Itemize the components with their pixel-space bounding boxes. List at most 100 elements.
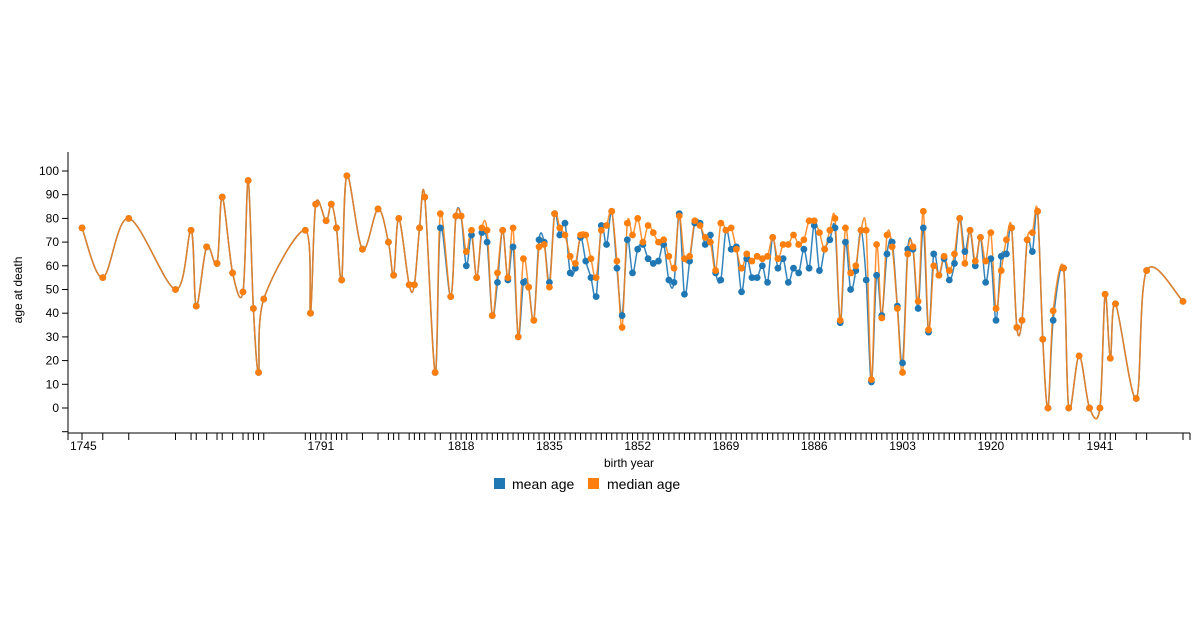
point-mean-age[interactable] — [862, 276, 870, 284]
point-median-age[interactable] — [1028, 229, 1036, 237]
point-median-age[interactable] — [546, 283, 553, 291]
point-mean-age[interactable] — [509, 243, 517, 251]
point-median-age[interactable] — [582, 231, 590, 239]
point-mean-age[interactable] — [961, 248, 969, 255]
point-mean-age[interactable] — [774, 264, 782, 272]
point-mean-age[interactable] — [644, 255, 652, 263]
point-median-age[interactable] — [784, 241, 792, 248]
legend-item-median-age[interactable]: median age — [588, 476, 680, 492]
point-median-age[interactable] — [478, 224, 486, 232]
point-mean-age[interactable] — [582, 257, 590, 265]
point-median-age[interactable] — [608, 207, 616, 215]
point-mean-age[interactable] — [665, 276, 673, 284]
point-median-age[interactable] — [816, 229, 823, 237]
point-mean-age[interactable] — [753, 274, 761, 282]
point-median-age[interactable] — [327, 200, 335, 208]
point-median-age[interactable] — [805, 217, 813, 225]
point-median-age[interactable] — [945, 267, 953, 274]
point-mean-age[interactable] — [842, 238, 849, 246]
point-mean-age[interactable] — [649, 260, 657, 267]
point-median-age[interactable] — [810, 217, 818, 225]
point-mean-age[interactable] — [743, 255, 751, 263]
point-median-age[interactable] — [255, 369, 262, 376]
point-mean-age[interactable] — [748, 274, 756, 282]
point-median-age[interactable] — [951, 250, 958, 258]
point-median-age[interactable] — [312, 200, 320, 208]
point-mean-age[interactable] — [571, 264, 579, 272]
point-median-age[interactable] — [665, 252, 673, 260]
point-median-age[interactable] — [826, 226, 834, 234]
point-mean-age[interactable] — [904, 245, 912, 253]
point-median-age[interactable] — [301, 226, 309, 234]
point-median-age[interactable] — [842, 224, 849, 232]
point-mean-age[interactable] — [873, 271, 880, 279]
point-median-age[interactable] — [774, 255, 782, 263]
point-mean-age[interactable] — [727, 245, 735, 253]
point-median-age[interactable] — [1049, 307, 1057, 315]
point-mean-age[interactable] — [997, 252, 1005, 260]
point-median-age[interactable] — [504, 274, 512, 282]
point-median-age[interactable] — [982, 257, 990, 265]
point-median-age[interactable] — [914, 297, 922, 305]
point-median-age[interactable] — [359, 245, 366, 253]
point-median-age[interactable] — [520, 255, 527, 263]
point-median-age[interactable] — [307, 309, 314, 317]
point-median-age[interactable] — [187, 226, 195, 234]
point-median-age[interactable] — [670, 264, 678, 272]
point-median-age[interactable] — [639, 238, 647, 246]
point-median-age[interactable] — [1003, 236, 1010, 244]
point-median-age[interactable] — [634, 215, 642, 222]
point-median-age[interactable] — [738, 264, 745, 272]
point-median-age[interactable] — [603, 222, 610, 229]
point-median-age[interactable] — [722, 226, 730, 234]
point-median-age[interactable] — [655, 238, 662, 246]
point-median-age[interactable] — [499, 226, 507, 234]
point-median-age[interactable] — [566, 252, 574, 260]
point-median-age[interactable] — [260, 295, 268, 303]
point-mean-age[interactable] — [468, 231, 475, 239]
point-median-age[interactable] — [1086, 404, 1093, 412]
point-mean-age[interactable] — [1028, 248, 1036, 255]
point-mean-age[interactable] — [914, 305, 922, 312]
point-median-age[interactable] — [717, 219, 725, 227]
point-median-age[interactable] — [540, 241, 548, 248]
point-mean-age[interactable] — [810, 222, 818, 229]
point-median-age[interactable] — [1023, 236, 1031, 244]
point-median-age[interactable] — [192, 302, 200, 310]
point-median-age[interactable] — [218, 193, 226, 201]
point-median-age[interactable] — [831, 215, 839, 222]
point-median-age[interactable] — [1008, 224, 1016, 232]
point-mean-age[interactable] — [556, 231, 564, 239]
point-median-age[interactable] — [712, 267, 719, 274]
point-median-age[interactable] — [888, 243, 896, 251]
point-mean-age[interactable] — [686, 257, 694, 265]
point-median-age[interactable] — [893, 305, 901, 312]
point-median-age[interactable] — [1044, 404, 1052, 412]
point-mean-age[interactable] — [436, 224, 444, 232]
point-median-age[interactable] — [691, 217, 699, 225]
legend-item-mean-age[interactable]: mean age — [494, 476, 574, 492]
point-median-age[interactable] — [675, 212, 683, 220]
point-mean-age[interactable] — [655, 257, 662, 265]
point-mean-age[interactable] — [992, 316, 1000, 324]
point-median-age[interactable] — [1039, 335, 1047, 343]
point-median-age[interactable] — [333, 224, 340, 232]
point-mean-age[interactable] — [597, 222, 605, 229]
point-mean-age[interactable] — [831, 224, 839, 232]
point-median-age[interactable] — [1112, 300, 1119, 308]
point-mean-age[interactable] — [520, 278, 527, 286]
point-median-age[interactable] — [1018, 316, 1026, 324]
point-median-age[interactable] — [410, 281, 418, 289]
point-median-age[interactable] — [836, 316, 844, 324]
point-median-age[interactable] — [847, 269, 855, 277]
point-median-age[interactable] — [1096, 404, 1104, 412]
point-median-age[interactable] — [405, 281, 413, 289]
point-mean-age[interactable] — [919, 224, 927, 232]
point-median-age[interactable] — [613, 257, 621, 265]
point-median-age[interactable] — [374, 205, 382, 213]
point-median-age[interactable] — [577, 231, 584, 239]
point-median-age[interactable] — [551, 210, 558, 218]
point-median-age[interactable] — [343, 172, 351, 180]
point-median-age[interactable] — [649, 229, 657, 237]
point-median-age[interactable] — [229, 269, 237, 277]
